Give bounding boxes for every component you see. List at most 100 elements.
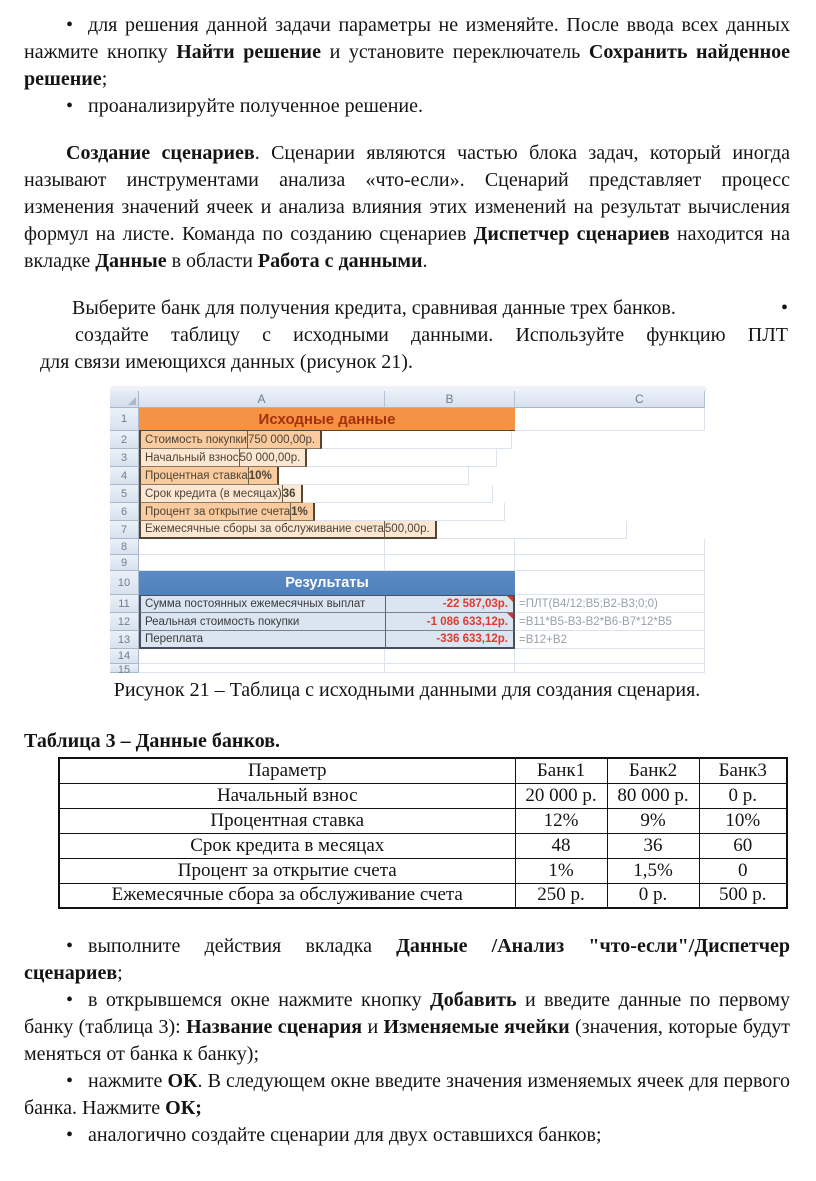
bold-text-run: Данные: [95, 250, 167, 272]
cell-value: 36: [282, 487, 296, 500]
data-value-cell: 500,00р.: [383, 521, 437, 539]
data-label-cell: Срок кредита (в месяцах): [139, 485, 282, 503]
data-value-cell: 10%: [247, 467, 279, 485]
bold-text-run: Диспетчер сценариев: [473, 223, 670, 245]
table-row: Срок кредита в месяцах 48 36 60: [58, 832, 788, 859]
data-value-cell: 1%: [290, 503, 315, 521]
spreadsheet-row: 3 Начальный взнос 50 000,00р.: [110, 449, 705, 467]
empty-cell: [322, 431, 513, 449]
table-row: Ежемесячные сбора за обслуживание счета 2…: [58, 882, 788, 909]
table-header-cell: Банк1: [514, 757, 608, 784]
row-number: 8: [110, 539, 139, 555]
spreadsheet-row: 1 Исходные данные: [110, 408, 705, 431]
bold-text-run: ОК;: [165, 1097, 202, 1119]
row-number: 15: [110, 664, 139, 673]
row-number: 11: [110, 595, 139, 613]
spreadsheet-row: 12 Реальная стоимость покупки -1 086 633,1…: [110, 613, 705, 631]
data-label-cell: Стоимость покупки: [139, 431, 247, 449]
table-header-cell: Банк2: [606, 757, 700, 784]
cell-value: 50 000,00р.: [239, 451, 301, 464]
text-run: в области: [166, 250, 258, 272]
text-run: нажмите: [88, 1070, 168, 1092]
table-header-cell: Банк3: [698, 757, 788, 784]
data-value-cell: 36: [281, 485, 303, 503]
empty-cell: [515, 555, 705, 571]
data-label-cell: Ежемесячные сборы за обслуживание счета: [139, 521, 384, 539]
table-value-cell: 12%: [514, 807, 608, 834]
paragraph-scenarios: Создание сценариев. Сценарии являются ча…: [24, 140, 790, 275]
spreadsheet-row: 10 Результаты: [110, 571, 705, 595]
row-number: 14: [110, 649, 139, 664]
row-number: 13: [110, 631, 139, 649]
empty-cell: [139, 649, 385, 664]
spreadsheet-row: 14: [110, 649, 705, 664]
row-number: 12: [110, 613, 139, 631]
formula-cell: =B12+B2: [515, 631, 705, 649]
table-param-cell: Процент за открытие счета: [58, 857, 516, 884]
spreadsheet-row: 8: [110, 539, 705, 555]
table-value-cell: 500 р.: [698, 882, 788, 909]
excel-screenshot: A B C 1 Исходные данные 2 Стоимость покупки 750…: [110, 386, 707, 673]
text-run: . Сценарии являются частью блока задач, …: [24, 142, 790, 245]
result-value: -1 086 633,12р.: [426, 615, 508, 628]
table-param-cell: Процентная ставка: [58, 807, 516, 834]
text-run: (значения, которые будут меняться от бан…: [24, 1016, 791, 1065]
empty-cell: [385, 649, 515, 664]
empty-cell: [515, 571, 705, 595]
table-header-row: Параметр Банк1 Банк2 Банк3: [58, 757, 788, 784]
table-value-cell: 80 000 р.: [606, 782, 700, 809]
bold-text-run: Название сценария: [186, 1016, 363, 1038]
text-run: проанализируйте полученное решение.: [88, 95, 424, 117]
empty-cell: [436, 521, 627, 539]
empty-cell: [139, 555, 385, 571]
spreadsheet-row: 4 Процентная ставка 10%: [110, 467, 705, 485]
empty-cell: [385, 555, 515, 571]
text-run: находится на вкладке: [24, 223, 790, 272]
paragraph-bank-choice: Выберите банк для получения кредита, сра…: [24, 295, 790, 376]
paragraph-add-bank: • в открывшемся окне нажмите кнопку Добав…: [24, 987, 790, 1068]
comment-marker-icon: [507, 613, 513, 619]
column-header-b: B: [385, 391, 515, 408]
row-number: 1: [110, 408, 139, 431]
text-run: .: [422, 250, 428, 272]
empty-cell: [139, 539, 385, 555]
text-run: ;: [117, 962, 123, 984]
formula-cell: =B11*B5-B3-B2*B6-B7*12*B5: [515, 613, 705, 631]
result-value: -22 587,03р.: [442, 598, 508, 610]
empty-cell: [515, 408, 705, 431]
cell-value: 10%: [248, 469, 272, 482]
select-all-triangle-icon: [128, 397, 136, 405]
bold-text-run: ОК: [167, 1070, 198, 1092]
spreadsheet-row: 13 Переплата -336 633,12р. =B12+B2: [110, 631, 705, 649]
data-label-cell: Начальный взнос: [139, 449, 239, 467]
data-value-cell: 750 000,00р.: [246, 431, 323, 449]
results-title-cell: Результаты: [139, 571, 515, 595]
spreadsheet-row: 5 Срок кредита (в месяцах) 36: [110, 485, 705, 503]
bullet-icon: •: [66, 989, 74, 1011]
bullet-icon: •: [66, 1124, 74, 1146]
table-header-cell: Параметр: [58, 757, 516, 784]
cell-value: 1%: [291, 505, 308, 518]
text-run: для решения данной задачи параметры не и…: [24, 14, 790, 63]
paragraph-press-ok: • нажмите ОК. В следующем окне введите зн…: [24, 1068, 790, 1122]
result-value-cell: -22 587,03р.: [385, 595, 515, 613]
bank-choice-line1: Выберите банк для получения кредита, сра…: [72, 295, 788, 322]
table-value-cell: 0 р.: [698, 782, 788, 809]
bullet-icon: •: [66, 95, 74, 117]
paragraph-solver: • для решения данной задачи параметры не …: [24, 12, 790, 93]
spreadsheet-row: 15: [110, 664, 705, 673]
sheet-title-cell: Исходные данные: [139, 408, 515, 431]
table-value-cell: 0 р.: [606, 882, 700, 909]
text-run: и: [362, 1016, 384, 1038]
empty-cell: [515, 664, 705, 673]
table-value-cell: 1,5%: [606, 857, 700, 884]
text-run: и установите переключатель: [320, 41, 589, 63]
row-number: 2: [110, 431, 139, 449]
screenshot-top-edge: [110, 386, 707, 391]
bank-choice-line3: для связи имеющихся данных (рисунок 21).: [40, 351, 413, 373]
table-row: Процент за открытие счета 1% 1,5% 0: [58, 857, 788, 884]
formula-cell: =ПЛТ(B4/12;B5;B2-B3;0;0): [515, 595, 705, 613]
bank-choice-line1-text: Выберите банк для получения кредита, сра…: [72, 297, 676, 319]
spreadsheet-row: 9: [110, 555, 705, 571]
